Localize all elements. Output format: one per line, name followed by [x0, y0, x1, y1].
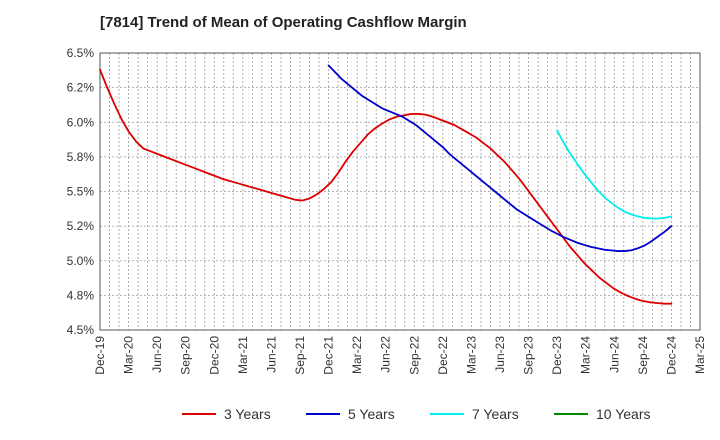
x-tick-label: Jun-20 — [150, 336, 164, 373]
legend-label: 7 Years — [472, 406, 519, 422]
x-tick-label: Dec-24 — [664, 336, 678, 375]
legend-label: 3 Years — [224, 406, 271, 422]
x-tick-label: Sep-23 — [522, 336, 536, 375]
plot-border — [99, 52, 701, 331]
x-tick-label: Dec-22 — [436, 336, 450, 375]
x-tick-label: Jun-24 — [607, 336, 621, 373]
y-tick-label: 5.8% — [67, 150, 95, 164]
x-tick-label: Sep-22 — [407, 336, 421, 375]
x-tick-label: Mar-24 — [579, 336, 593, 374]
x-tick-label: Mar-20 — [122, 336, 136, 374]
x-tick-label: Dec-23 — [550, 336, 564, 375]
x-tick-label: Sep-24 — [636, 336, 650, 375]
x-tick-label: Jun-22 — [379, 336, 393, 373]
x-tick-label: Jun-23 — [493, 336, 507, 373]
x-tick-label: Dec-21 — [322, 336, 336, 375]
y-tick-label: 4.8% — [67, 288, 95, 302]
y-tick-label: 6.0% — [67, 115, 95, 129]
x-tick-label: Mar-25 — [693, 336, 707, 374]
y-tick-label: 5.2% — [67, 219, 95, 233]
series-line-7-years — [556, 129, 673, 220]
y-tick-label: 6.2% — [67, 81, 95, 95]
y-tick-label: 4.5% — [67, 323, 95, 337]
legend-label: 5 Years — [348, 406, 395, 422]
x-tick-label: Mar-23 — [464, 336, 478, 374]
series-line-3-years — [99, 68, 673, 305]
x-tick-label: Mar-22 — [350, 336, 364, 374]
y-tick-label: 5.0% — [67, 254, 95, 268]
y-tick-label: 5.5% — [67, 185, 95, 199]
y-tick-label: 6.5% — [67, 46, 95, 60]
series-line-5-years — [327, 64, 673, 252]
x-tick-label: Dec-19 — [93, 336, 107, 375]
chart-title: [7814] Trend of Mean of Operating Cashfl… — [100, 14, 467, 31]
x-tick-label: Sep-21 — [293, 336, 307, 375]
x-tick-label: Mar-21 — [236, 336, 250, 374]
x-tick-label: Dec-20 — [207, 336, 221, 375]
x-tick-label: Jun-21 — [264, 336, 278, 373]
legend-label: 10 Years — [596, 406, 651, 422]
x-tick-label: Sep-20 — [179, 336, 193, 375]
